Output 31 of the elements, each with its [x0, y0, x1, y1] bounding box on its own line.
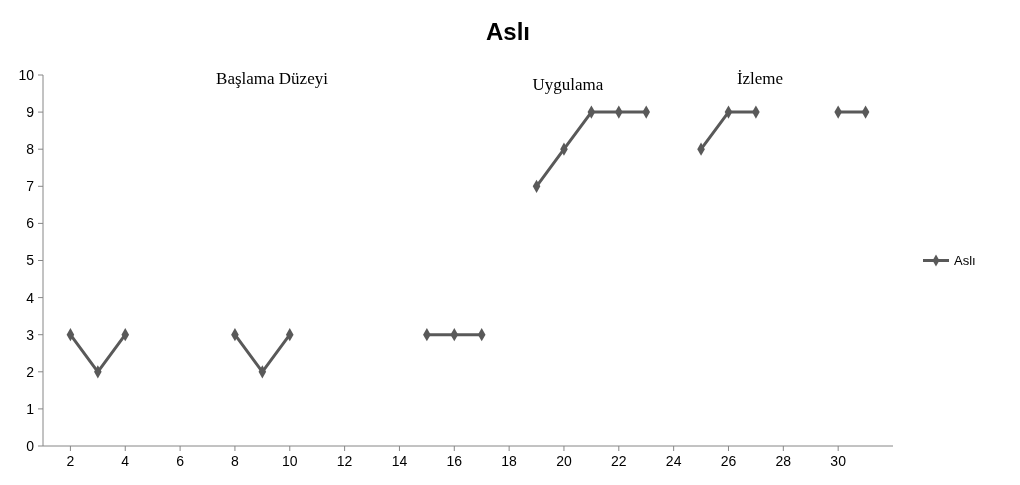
y-tick-label: 4 [26, 289, 35, 306]
x-tick-label: 28 [775, 453, 792, 469]
x-tick-label: 10 [281, 453, 298, 469]
x-tick-label: 6 [176, 453, 185, 469]
y-tick-label: 9 [26, 104, 35, 120]
chart-title: Aslı [485, 18, 531, 45]
x-tick-label: 20 [556, 453, 572, 469]
x-tick-label: 2 [66, 453, 75, 469]
legend-label: Aslı [954, 253, 976, 269]
x-tick-label: 22 [611, 453, 627, 469]
x-tick-label: 8 [231, 453, 240, 469]
y-tick-label: 5 [26, 252, 35, 269]
y-tick-label: 1 [26, 400, 35, 417]
y-tick-label: 10 [18, 66, 35, 83]
x-tick-label: 4 [121, 453, 130, 469]
y-tick-label: 3 [26, 326, 35, 343]
x-tick-label: 18 [501, 453, 518, 469]
annotation: Uygulama [532, 75, 604, 94]
y-tick-label: 7 [26, 178, 35, 195]
x-tick-label: 30 [830, 453, 847, 469]
annotation: İzleme [736, 69, 784, 88]
x-tick-label: 24 [665, 453, 682, 469]
x-tick-label: 16 [446, 453, 463, 469]
x-tick-label: 26 [720, 453, 737, 469]
x-tick-label: 12 [336, 453, 353, 469]
x-tick-label: 14 [391, 453, 408, 469]
y-tick-label: 0 [26, 437, 35, 454]
annotation: Başlama Düzeyi [216, 69, 329, 88]
y-tick-label: 8 [26, 141, 35, 158]
y-tick-label: 2 [26, 363, 35, 380]
y-tick-label: 6 [26, 215, 35, 232]
